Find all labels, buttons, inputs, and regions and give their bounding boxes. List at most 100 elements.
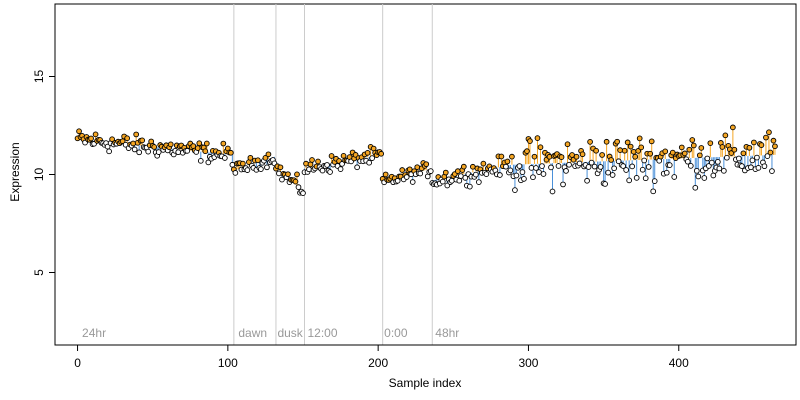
time-annotation-label: 12:00 bbox=[308, 326, 338, 340]
data-point bbox=[220, 140, 227, 147]
data-point bbox=[724, 154, 730, 161]
data-point bbox=[749, 157, 756, 164]
data-point bbox=[708, 159, 715, 166]
data-point bbox=[633, 175, 640, 181]
data-point bbox=[629, 163, 636, 170]
data-point bbox=[503, 163, 509, 170]
x-tick-label: 300 bbox=[518, 356, 538, 370]
data-point bbox=[626, 177, 633, 184]
data-point bbox=[772, 143, 778, 150]
y-tick-label: 5 bbox=[32, 269, 46, 276]
data-point bbox=[202, 148, 209, 155]
data-point bbox=[611, 165, 617, 172]
data-point bbox=[315, 158, 321, 165]
data-point bbox=[638, 144, 645, 151]
data-point bbox=[641, 157, 648, 164]
data-point bbox=[476, 179, 482, 185]
data-point bbox=[480, 160, 487, 167]
data-point bbox=[109, 136, 115, 143]
data-point bbox=[130, 140, 137, 147]
x-tick-label: 200 bbox=[368, 356, 388, 370]
data-point bbox=[537, 144, 544, 151]
data-point bbox=[403, 174, 410, 180]
data-point bbox=[194, 145, 201, 151]
data-point bbox=[587, 139, 593, 145]
data-point bbox=[615, 158, 622, 165]
data-point bbox=[498, 153, 505, 160]
data-point bbox=[497, 172, 503, 178]
plot-frame bbox=[54, 3, 797, 346]
time-annotation-label: 0:00 bbox=[384, 326, 408, 340]
data-point bbox=[369, 155, 375, 161]
x-tick-label: 100 bbox=[218, 356, 238, 370]
data-point bbox=[151, 144, 158, 150]
data-point bbox=[136, 149, 143, 156]
data-point bbox=[196, 140, 203, 147]
data-point bbox=[244, 167, 251, 173]
data-point bbox=[264, 164, 270, 171]
data-point bbox=[509, 153, 515, 160]
data-point bbox=[751, 139, 757, 146]
data-point bbox=[548, 164, 554, 171]
data-points bbox=[74, 124, 778, 196]
data-point bbox=[366, 159, 372, 166]
data-point bbox=[309, 157, 315, 163]
data-point bbox=[761, 163, 768, 170]
data-point bbox=[184, 147, 191, 154]
time-annotations: 24hr dawn dusk 12:00 0:00 48hr bbox=[82, 326, 459, 340]
data-point bbox=[414, 164, 421, 171]
time-annotation-label: 24hr bbox=[82, 326, 106, 340]
data-point bbox=[131, 146, 138, 153]
data-point bbox=[229, 161, 236, 168]
data-point bbox=[167, 141, 174, 148]
data-point bbox=[645, 164, 652, 170]
data-point bbox=[327, 169, 333, 175]
data-point bbox=[516, 163, 523, 169]
data-point bbox=[639, 166, 646, 173]
data-point bbox=[294, 171, 300, 178]
residual-lines bbox=[77, 127, 776, 194]
data-point bbox=[730, 124, 736, 131]
data-point bbox=[232, 170, 239, 176]
data-point bbox=[704, 155, 711, 162]
data-point bbox=[701, 175, 708, 181]
data-point bbox=[663, 169, 670, 176]
data-point bbox=[276, 170, 282, 177]
data-point bbox=[519, 169, 526, 175]
data-point bbox=[666, 162, 673, 168]
data-point bbox=[609, 172, 616, 178]
time-annotation-label: 48hr bbox=[435, 326, 459, 340]
data-point bbox=[483, 171, 490, 177]
data-point bbox=[378, 150, 385, 157]
data-point bbox=[279, 176, 285, 183]
data-point bbox=[716, 165, 723, 172]
data-point bbox=[746, 144, 753, 151]
data-point bbox=[521, 176, 527, 182]
data-point bbox=[504, 158, 511, 165]
data-point bbox=[608, 157, 614, 163]
data-point bbox=[687, 163, 694, 169]
x-axis-label: Sample index bbox=[389, 376, 462, 390]
data-point bbox=[671, 174, 678, 180]
data-point bbox=[722, 132, 729, 139]
data-point bbox=[710, 172, 717, 179]
data-point bbox=[755, 165, 762, 171]
data-point bbox=[339, 161, 345, 167]
data-point bbox=[630, 148, 637, 155]
data-point bbox=[473, 171, 479, 178]
data-point bbox=[247, 154, 254, 161]
y-axis-label: Expression bbox=[8, 142, 22, 201]
data-point bbox=[406, 166, 413, 173]
data-point bbox=[262, 155, 269, 161]
data-point bbox=[593, 147, 599, 154]
data-point bbox=[686, 146, 693, 153]
data-point bbox=[258, 166, 264, 172]
data-point bbox=[439, 178, 446, 185]
data-point bbox=[650, 188, 657, 195]
data-point bbox=[197, 157, 204, 164]
data-point bbox=[585, 164, 592, 170]
data-point bbox=[303, 160, 309, 167]
data-point bbox=[648, 138, 655, 145]
data-point bbox=[758, 142, 765, 148]
